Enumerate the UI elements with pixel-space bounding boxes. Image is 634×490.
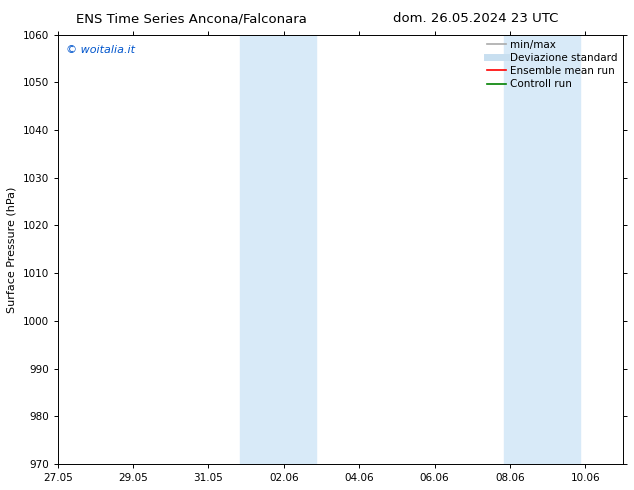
Bar [240, 35, 316, 464]
Text: ENS Time Series Ancona/Falconara: ENS Time Series Ancona/Falconara [76, 12, 307, 25]
Text: © woitalia.it: © woitalia.it [67, 46, 135, 55]
Bar [504, 35, 579, 464]
Text: dom. 26.05.2024 23 UTC: dom. 26.05.2024 23 UTC [392, 12, 558, 25]
Legend: min/max, Deviazione standard, Ensemble mean run, Controll run: min/max, Deviazione standard, Ensemble m… [488, 40, 618, 89]
Y-axis label: Surface Pressure (hPa): Surface Pressure (hPa) [7, 186, 17, 313]
